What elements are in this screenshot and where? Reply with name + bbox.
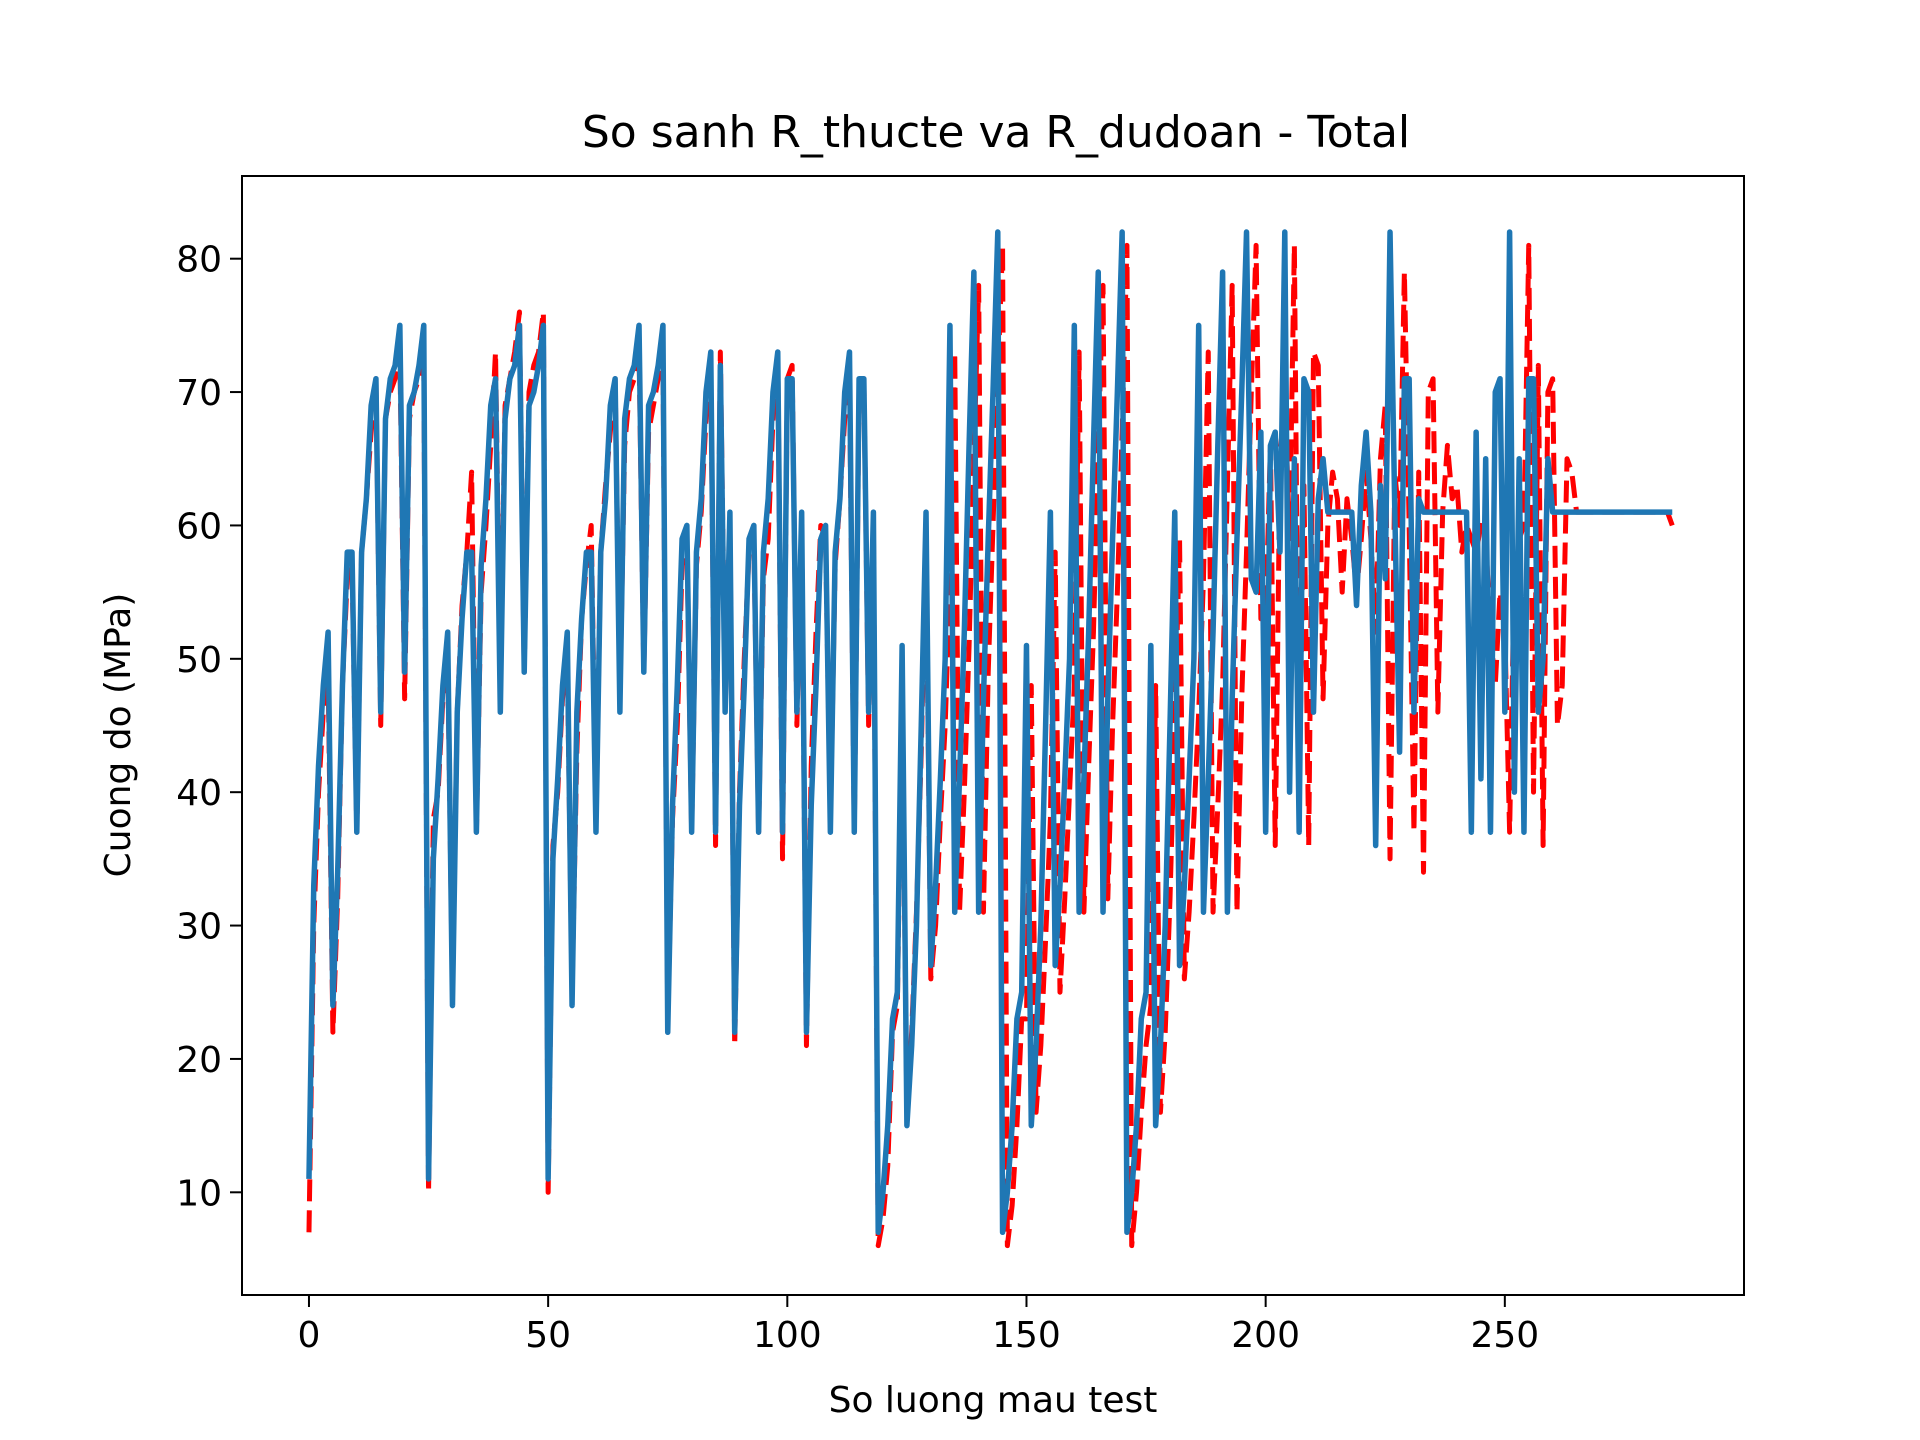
x-tick-label: 50 xyxy=(525,1315,571,1356)
y-tick-label: 40 xyxy=(176,773,222,814)
chart-title: So sanh R_thucte va R_dudoan - Total xyxy=(582,107,1410,158)
plot-area xyxy=(306,229,1675,1249)
y-tick-label: 30 xyxy=(176,907,222,948)
x-tick-label: 250 xyxy=(1470,1315,1539,1356)
series-line-dashed-red xyxy=(306,242,1675,1249)
y-axis-label: Cuong do (MPa) xyxy=(98,593,139,878)
x-tick-label: 100 xyxy=(753,1315,822,1356)
y-tick-label: 50 xyxy=(176,640,222,681)
y-tick-label: 60 xyxy=(176,506,222,547)
x-tick-label: 0 xyxy=(298,1315,321,1356)
x-tick-label: 200 xyxy=(1231,1315,1300,1356)
axes-frame xyxy=(241,175,1745,1296)
x-axis-label: So luong mau test xyxy=(829,1380,1158,1421)
y-tick-label: 20 xyxy=(176,1040,222,1081)
y-tick-label: 70 xyxy=(176,373,222,414)
y-tick-label: 10 xyxy=(176,1173,222,1214)
axes: 0 50 100 150 200 250 10 20 30 40 50 60 70 80 xyxy=(176,240,1539,1356)
x-tick-label: 150 xyxy=(992,1315,1061,1356)
y-tick-label: 80 xyxy=(176,240,222,281)
series-line-solid-blue xyxy=(306,229,1673,1236)
